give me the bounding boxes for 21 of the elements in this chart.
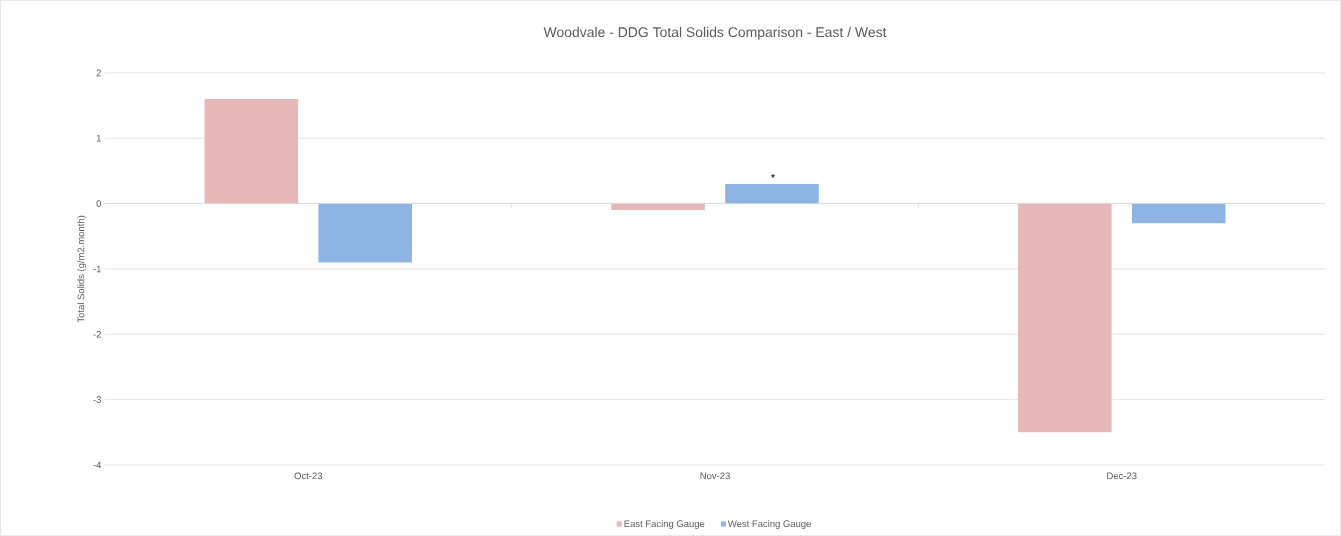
annotation: * xyxy=(771,174,775,178)
y-axis-title: Total Solids (g/m2.month) xyxy=(77,215,87,323)
bar xyxy=(725,184,819,204)
bar xyxy=(1018,203,1112,433)
y-tick-label: 1 xyxy=(96,135,101,142)
bar xyxy=(318,203,412,263)
legend-label: West Facing Gauge xyxy=(727,520,811,530)
chart-title: Woodvale - DDG Total Solids Comparison - East / West xyxy=(543,26,887,40)
bar xyxy=(204,99,299,204)
y-tick-label: -3 xyxy=(93,396,101,404)
bar xyxy=(611,203,705,211)
bar xyxy=(1131,203,1226,224)
x-tick-label: Oct-23 xyxy=(294,472,323,480)
y-tick-label: 0 xyxy=(96,200,102,207)
legend-label: East Facing Gauge xyxy=(624,520,705,530)
x-tick-label: Nov-23 xyxy=(700,472,730,480)
y-tick-label: 2 xyxy=(96,69,101,77)
y-tick-label: -4 xyxy=(93,461,102,469)
x-tick-label: Dec-23 xyxy=(1107,472,1137,480)
y-tick-label: -1 xyxy=(93,265,101,273)
y-tick-label: -2 xyxy=(93,331,101,338)
